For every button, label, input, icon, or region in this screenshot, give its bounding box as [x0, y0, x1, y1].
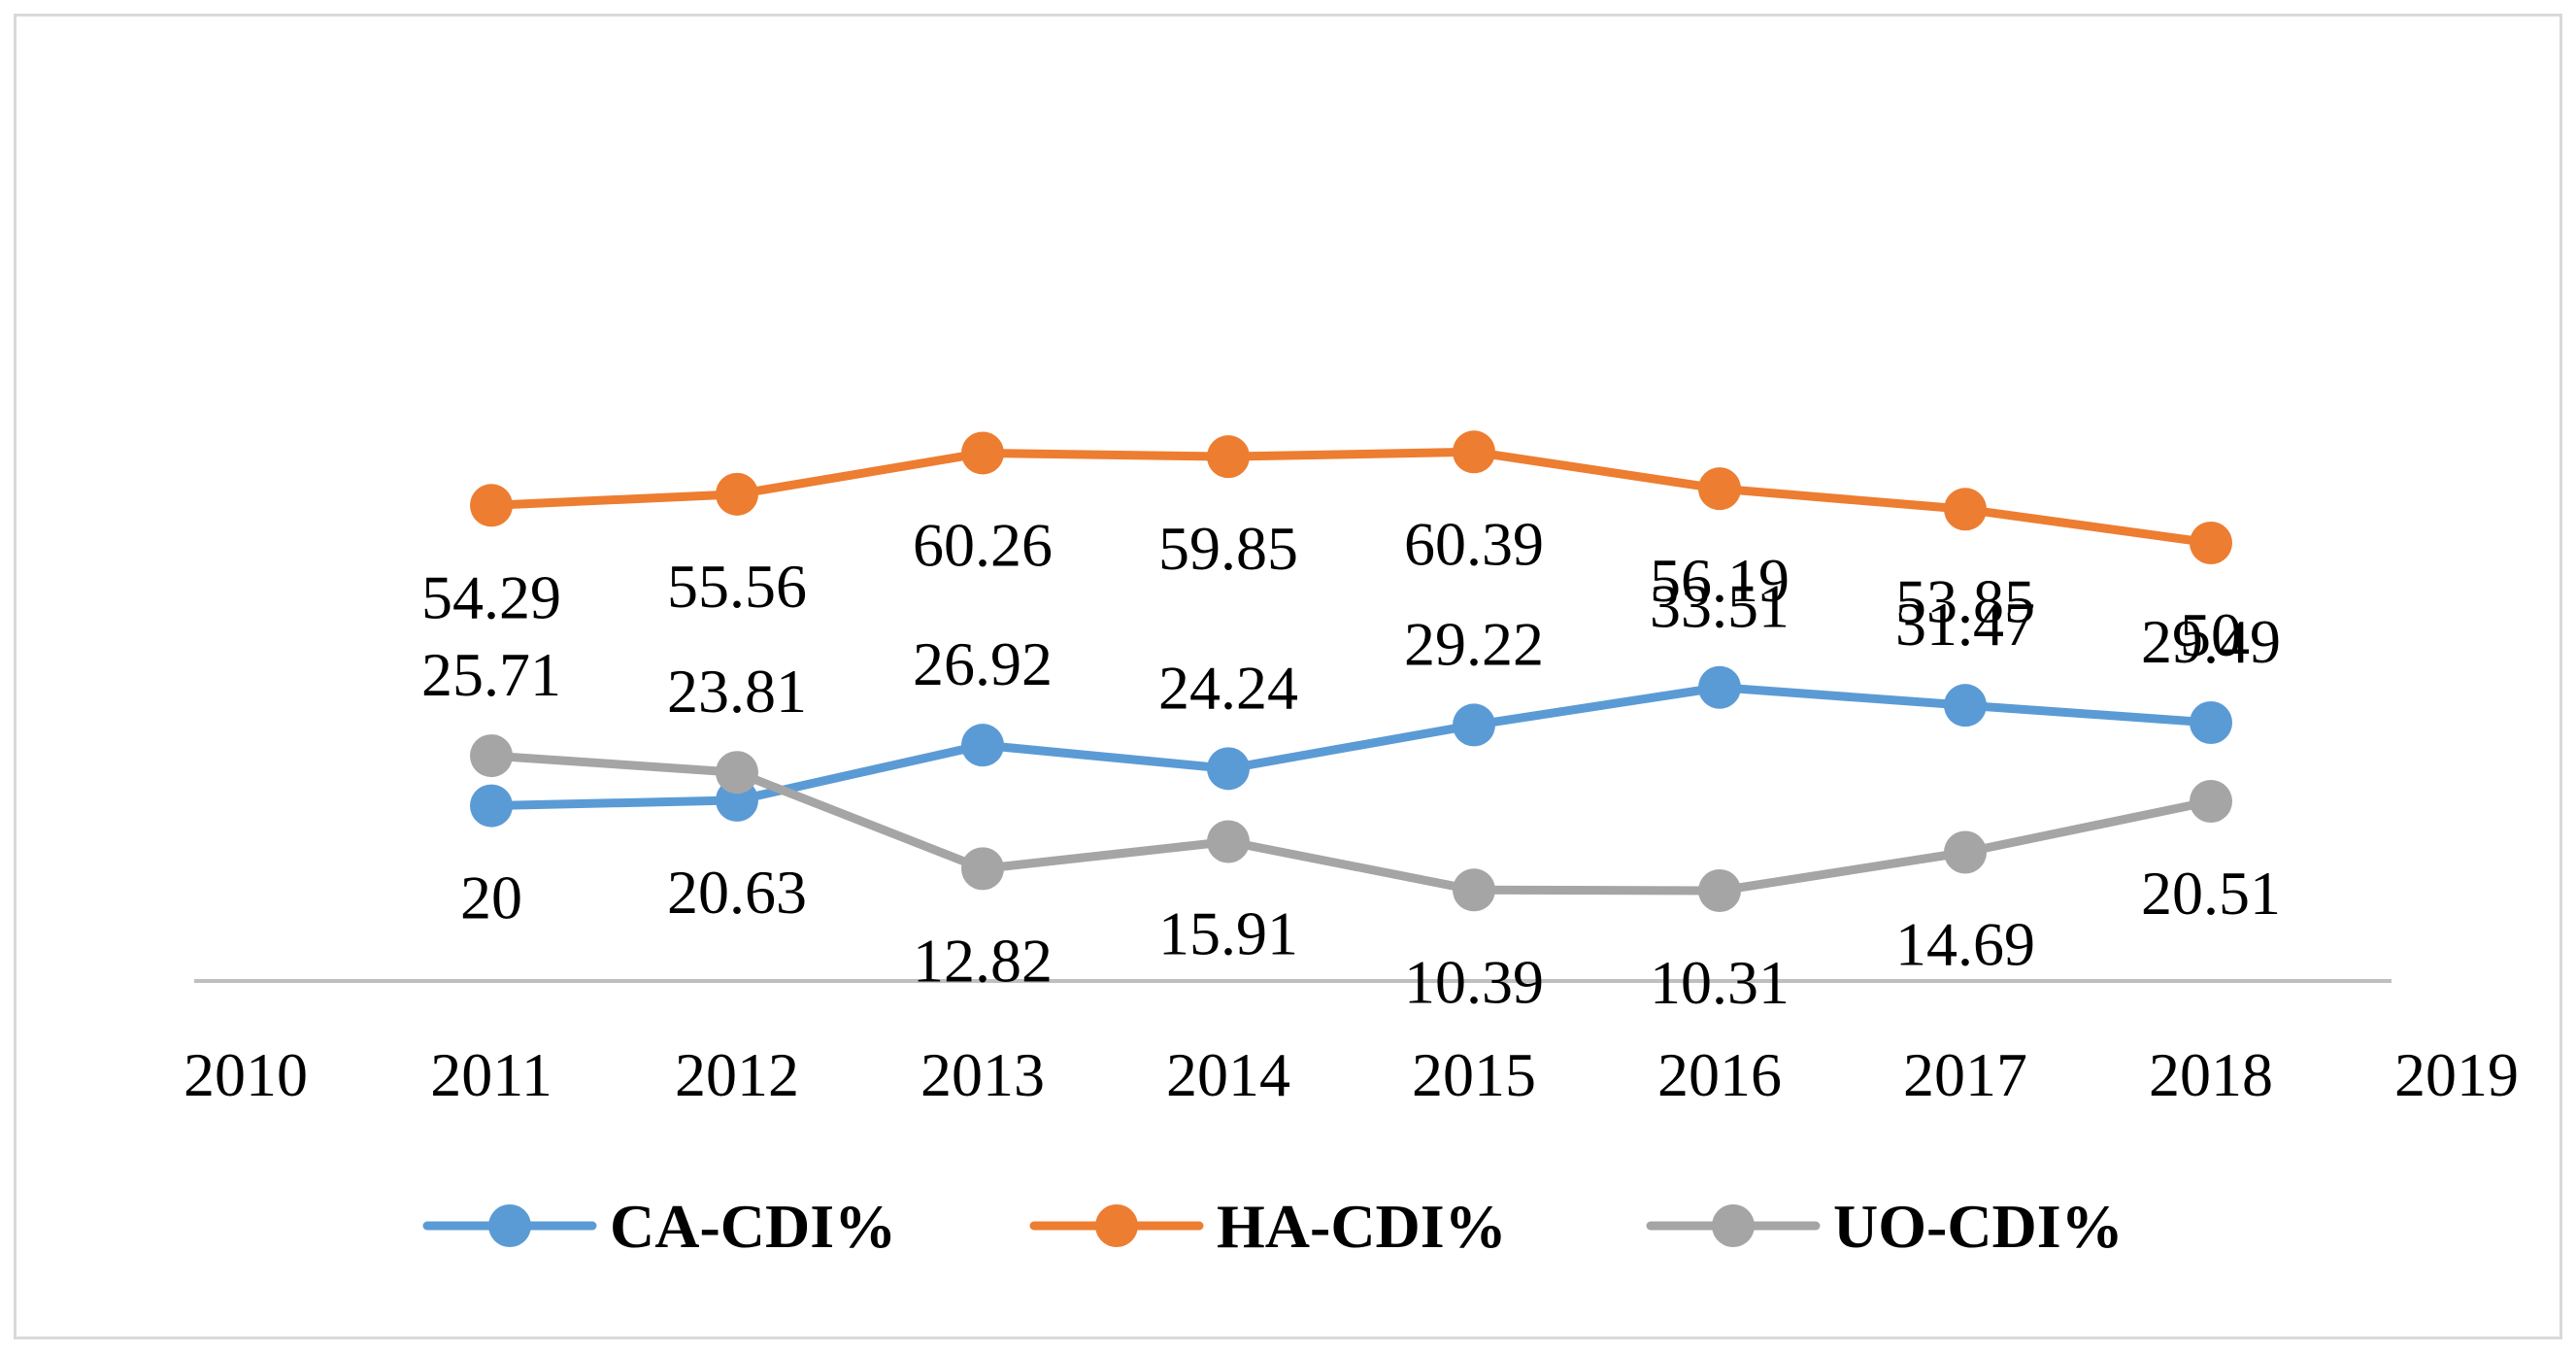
- legend-marker-UO-CDI%: [1712, 1204, 1755, 1247]
- data-label-CA-CDI%-2013: 26.92: [913, 629, 1053, 698]
- data-point-CA-CDI%-2013: [961, 724, 1004, 767]
- data-point-CA-CDI%-2015: [1453, 703, 1495, 747]
- data-point-CA-CDI%-2018: [2190, 701, 2232, 745]
- data-label-HA-CDI%-2012: 55.56: [667, 552, 807, 621]
- data-label-CA-CDI%-2015: 29.22: [1404, 609, 1544, 678]
- data-point-CA-CDI%-2014: [1207, 747, 1250, 791]
- data-point-UO-CDI%-2011: [470, 734, 513, 778]
- data-label-HA-CDI%-2015: 60.39: [1404, 509, 1544, 578]
- series-line-HA-CDI%: [486, 447, 2216, 548]
- data-label-CA-CDI%-2012: 20.63: [667, 858, 807, 927]
- x-tick-label-2011: 2011: [430, 1040, 552, 1109]
- data-point-HA-CDI%-2015: [1453, 430, 1495, 474]
- data-label-UO-CDI%-2014: 15.91: [1158, 898, 1298, 967]
- data-label-CA-CDI%-2011: 20: [460, 863, 522, 932]
- series-line-UO-CDI%: [486, 751, 2216, 896]
- line-chart: 2010 2011 2012 2013 2014 2015 2016 2017 2018 2019…: [184, 430, 2519, 1261]
- x-tick-label-2012: 2012: [675, 1040, 799, 1109]
- data-point-UO-CDI%-2013: [961, 847, 1004, 891]
- legend-label-HA-CDI%: HA-CDI%: [1217, 1192, 1507, 1261]
- data-point-CA-CDI%-2011: [470, 784, 513, 828]
- data-label-HA-CDI%-2016: 56.19: [1650, 546, 1790, 615]
- x-tick-label-2013: 2013: [920, 1040, 1045, 1109]
- x-tick-label-2015: 2015: [1412, 1040, 1536, 1109]
- data-label-UO-CDI%-2018: 20.51: [2141, 859, 2281, 928]
- data-label-CA-CDI%-2014: 24.24: [1158, 653, 1298, 722]
- data-point-UO-CDI%-2015: [1453, 868, 1495, 912]
- legend-marker-CA-CDI%: [488, 1204, 531, 1247]
- data-label-HA-CDI%-2018: 50: [2180, 600, 2242, 669]
- data-label-UO-CDI%-2016: 10.31: [1650, 948, 1790, 1017]
- data-point-UO-CDI%-2018: [2190, 779, 2232, 823]
- legend-label-CA-CDI%: CA-CDI%: [610, 1192, 896, 1261]
- data-label-UO-CDI%-2011: 25.71: [421, 640, 561, 709]
- data-label-UO-CDI%-2012: 23.81: [667, 657, 807, 726]
- data-point-CA-CDI%-2016: [1698, 665, 1741, 709]
- x-tick-label-2014: 2014: [1166, 1040, 1290, 1109]
- data-label-UO-CDI%-2015: 10.39: [1404, 947, 1544, 1016]
- data-point-UO-CDI%-2014: [1207, 820, 1250, 863]
- data-label-CA-CDI%-2017: 31.47: [1895, 590, 2035, 659]
- data-point-UO-CDI%-2012: [716, 751, 758, 795]
- data-label-HA-CDI%-2011: 54.29: [421, 562, 561, 631]
- chart-frame: 2010 2011 2012 2013 2014 2015 2016 2017 2018 2019…: [14, 14, 2562, 1339]
- x-tick-label-2010: 2010: [184, 1040, 308, 1109]
- data-point-HA-CDI%-2016: [1698, 467, 1741, 511]
- data-label-HA-CDI%-2017: 53.85: [1895, 566, 2035, 635]
- x-tick-label-2017: 2017: [1903, 1040, 2027, 1109]
- data-label-UO-CDI%-2013: 12.82: [913, 926, 1053, 995]
- x-tick-label-2016: 2016: [1657, 1040, 1782, 1109]
- legend-marker-HA-CDI%: [1095, 1204, 1138, 1247]
- data-label-CA-CDI%-2018: 29.49: [2141, 607, 2281, 676]
- legend-label-UO-CDI%: UO-CDI%: [1833, 1192, 2124, 1261]
- data-point-CA-CDI%-2017: [1944, 684, 1987, 727]
- data-label-HA-CDI%-2013: 60.26: [913, 510, 1053, 579]
- data-point-HA-CDI%-2014: [1207, 435, 1250, 479]
- data-label-HA-CDI%-2014: 59.85: [1158, 514, 1298, 583]
- data-point-HA-CDI%-2012: [716, 472, 758, 516]
- data-point-HA-CDI%-2013: [961, 431, 1004, 475]
- data-point-UO-CDI%-2017: [1944, 830, 1987, 874]
- x-tick-label-2018: 2018: [2149, 1040, 2273, 1109]
- x-tick-label-2019: 2019: [2394, 1040, 2519, 1109]
- data-point-HA-CDI%-2011: [470, 484, 513, 527]
- data-point-HA-CDI%-2017: [1944, 488, 1987, 531]
- data-label-UO-CDI%-2017: 14.69: [1895, 909, 2035, 978]
- data-label-CA-CDI%-2016: 33.51: [1650, 572, 1790, 641]
- data-point-HA-CDI%-2018: [2190, 522, 2232, 564]
- data-point-UO-CDI%-2016: [1698, 869, 1741, 913]
